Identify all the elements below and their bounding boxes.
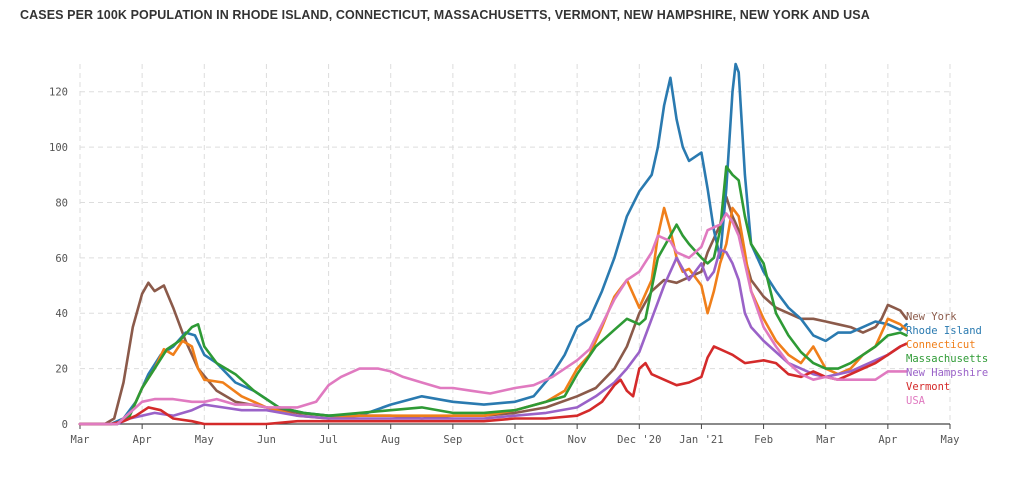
series-line-usa bbox=[78, 212, 908, 426]
x-tick-label: Mar bbox=[71, 434, 90, 446]
legend-label-connecticut: Connecticut bbox=[906, 339, 976, 351]
series-layer bbox=[78, 62, 908, 426]
legend-label-new-hampshire: New Hampshire bbox=[906, 367, 988, 379]
x-tick-label: Mar bbox=[816, 434, 835, 446]
x-tick-label: Sep bbox=[443, 434, 462, 446]
x-tick-label: Feb bbox=[754, 434, 773, 446]
legend-layer: New York Rhode Island Connecticut Massachus… bbox=[906, 311, 988, 407]
x-tick-label: Apr bbox=[878, 434, 897, 446]
series-line-massachusetts bbox=[78, 165, 908, 426]
legend-label-usa: USA bbox=[906, 395, 926, 407]
chart-title: CASES PER 100K POPULATION IN RHODE ISLAN… bbox=[20, 8, 870, 22]
legend-label-vermont: Vermont bbox=[906, 381, 950, 393]
x-tick-label: Jul bbox=[319, 434, 338, 446]
legend-label-massachusetts: Massachusetts bbox=[906, 353, 988, 365]
y-tick-label: 60 bbox=[55, 253, 68, 265]
axis-layer: 0 20 40 60 80 100 120 Mar Apr May Jun Jul Aug Sep Oct N… bbox=[49, 87, 959, 446]
x-tick-label: Apr bbox=[133, 434, 152, 446]
grid-layer bbox=[79, 64, 951, 424]
x-tick-label: Dec '20 bbox=[617, 434, 661, 446]
x-tick-label: May bbox=[195, 434, 214, 446]
legend-label-new-york: New York bbox=[906, 311, 957, 323]
x-tick-label: Jun bbox=[257, 434, 276, 446]
x-tick-label: Nov bbox=[568, 434, 587, 446]
x-tick-label: Aug bbox=[381, 434, 400, 446]
series-line-connecticut bbox=[78, 206, 908, 426]
y-tick-label: 100 bbox=[49, 142, 68, 154]
y-tick-label: 0 bbox=[62, 419, 68, 431]
y-tick-label: 80 bbox=[55, 197, 68, 209]
y-tick-label: 120 bbox=[49, 87, 68, 99]
x-tick-label: Jan '21 bbox=[679, 434, 723, 446]
series-line-new-york bbox=[78, 195, 908, 426]
x-tick-label: May bbox=[941, 434, 960, 446]
x-tick-label: Oct bbox=[506, 434, 525, 446]
y-tick-label: 20 bbox=[55, 364, 68, 376]
y-tick-label: 40 bbox=[55, 308, 68, 320]
legend-label-rhode-island: Rhode Island bbox=[906, 325, 982, 337]
